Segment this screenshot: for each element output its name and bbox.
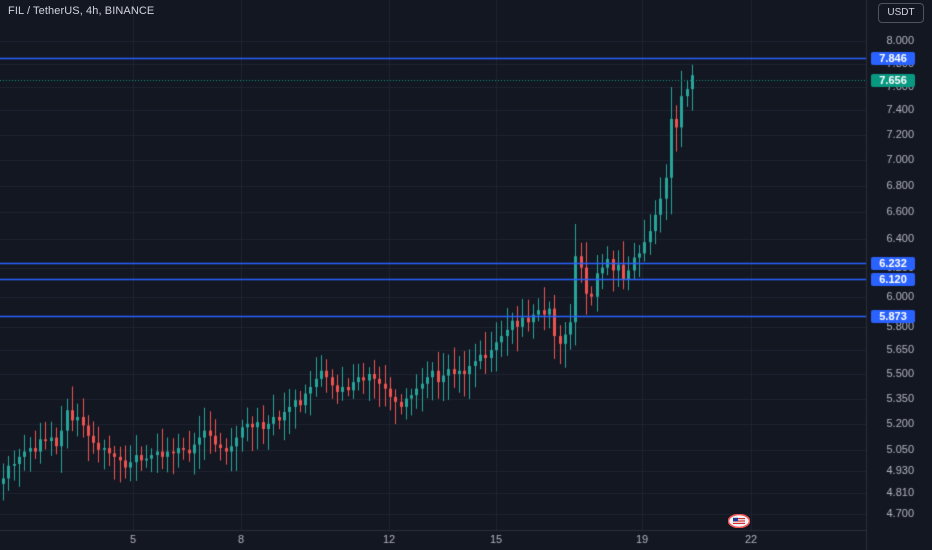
symbol-title: FIL / TetherUS, 4h, BINANCE bbox=[8, 5, 155, 17]
us-flag-icon[interactable] bbox=[728, 514, 750, 528]
currency-button[interactable]: USDT bbox=[878, 3, 924, 23]
